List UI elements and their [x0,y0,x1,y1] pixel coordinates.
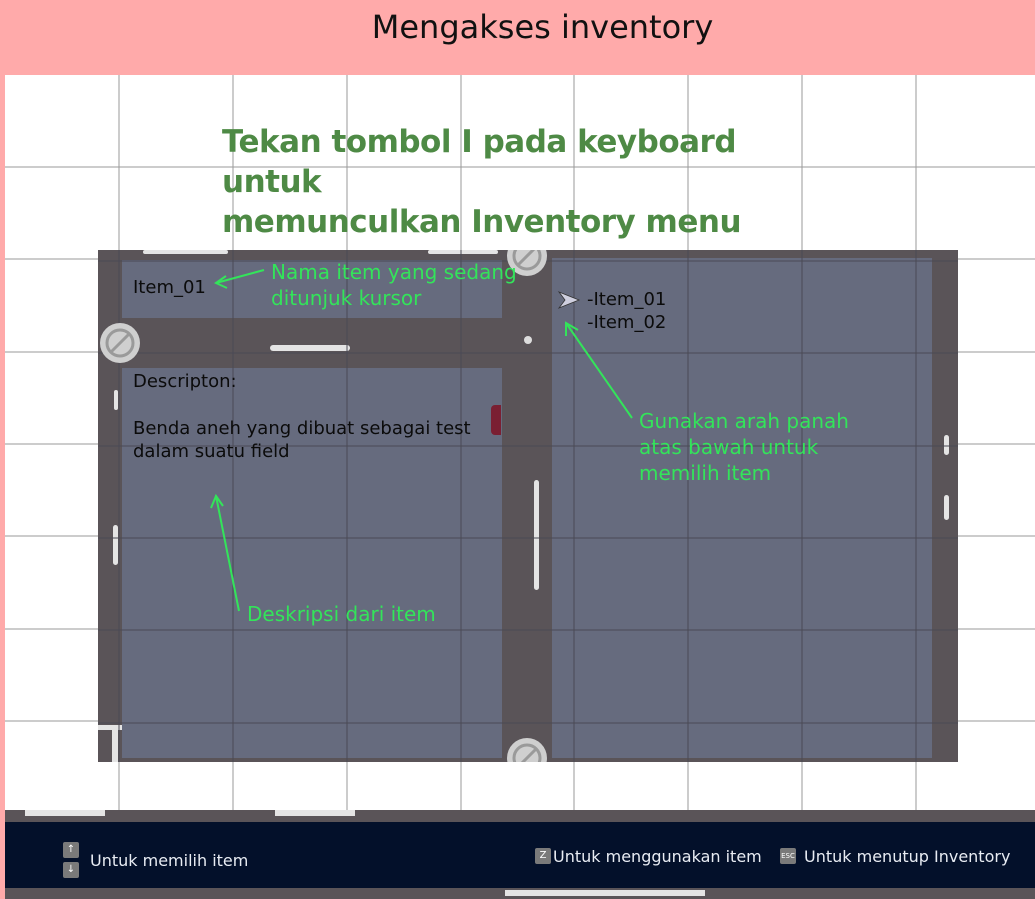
page-title: Mengakses inventory [371,8,714,46]
wall-highlight [113,525,118,565]
annotation-item-name: Nama item yang sedang ditunjuk kursor [271,259,517,311]
character-sprite [491,405,501,435]
controls-bar: ↑ ↓ Untuk memilih item Z Untuk menggunak… [5,822,1035,888]
wall-highlight [98,725,122,730]
annotation-line: atas bawah untuk [639,435,819,459]
wall-highlight [270,345,350,351]
wall-highlight [114,390,118,410]
no-entry-sign-icon [507,250,547,276]
description-panel [122,368,502,758]
wall-highlight [143,250,228,254]
wall-post-dot [524,336,532,344]
esc-key-icon: ESC [780,848,796,864]
annotation-arrow-keys: Gunakan arah panah atas bawah untuk memi… [639,408,849,486]
game-screenshot: Item_01 Descripton: Benda aneh yang dibu… [98,250,958,762]
instruction-text: Tekan tombol I pada keyboard untuk memun… [222,122,842,242]
item-list-panel [552,258,932,758]
description-line-1: Benda aneh yang dibuat sebagai test [133,418,471,439]
cursor-icon [557,291,581,309]
wall-highlight [428,250,498,254]
list-item[interactable]: -Item_01 [587,289,667,310]
description-line-2: dalam suatu field [133,441,290,462]
wall-highlight [112,725,118,762]
item-name-panel [122,260,502,318]
no-entry-sign-icon [507,738,547,762]
description-label: Descripton: [133,371,237,392]
close-hint: Untuk menutup Inventory [804,847,1011,866]
arrow-down-key-icon: ↓ [63,862,79,878]
wall-highlight [944,495,949,520]
annotation-line: Nama item yang sedang [271,260,517,284]
arrow-up-key-icon: ↑ [63,842,79,858]
annotation-line: memilih item [639,461,772,485]
instruction-line-1: Tekan tombol I pada keyboard untuk [222,124,737,200]
annotation-line: Gunakan arah panah [639,409,849,433]
instruction-line-2: memunculkan Inventory menu [222,204,742,240]
select-hint: Untuk memilih item [90,851,249,870]
annotation-description: Deskripsi dari item [247,602,436,626]
annotation-line: ditunjuk kursor [271,286,422,310]
use-hint: Untuk menggunakan item [553,847,762,866]
selected-item-name: Item_01 [133,277,206,298]
header: Mengakses inventory [0,0,1035,75]
wall-highlight [25,810,105,816]
wall-highlight [275,810,355,816]
no-entry-sign-icon [100,323,140,363]
wall-highlight [534,480,539,590]
z-key-icon: Z [535,848,551,864]
list-item[interactable]: -Item_02 [587,312,667,333]
wall-highlight [944,435,949,455]
wall-highlight [505,890,705,896]
grid-overlay [98,250,958,762]
